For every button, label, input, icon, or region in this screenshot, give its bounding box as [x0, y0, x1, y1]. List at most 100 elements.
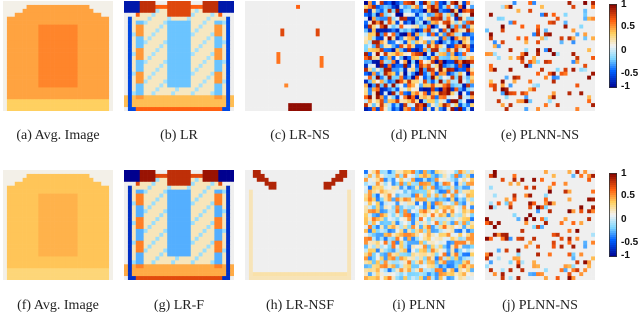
- heatmap-cell: [131, 99, 137, 104]
- heatmap-cell: [395, 79, 400, 84]
- heatmap-cell: [97, 107, 102, 111]
- heatmap-cell: [446, 99, 451, 104]
- heatmap-cell: [105, 189, 110, 194]
- heatmap-cell: [135, 193, 141, 198]
- heatmap-cell: [375, 1, 381, 6]
- heatmap-cell: [10, 83, 16, 88]
- heatmap-cell: [206, 56, 211, 61]
- heatmap-cell: [222, 59, 227, 65]
- heatmap-cell: [492, 12, 498, 18]
- heatmap-cell: [248, 32, 254, 37]
- heatmap-cell: [571, 28, 576, 33]
- heatmap-cell: [179, 36, 184, 41]
- heatmap-cell: [466, 16, 471, 21]
- heatmap-cell: [14, 173, 20, 179]
- heatmap-cell: [77, 103, 82, 108]
- heatmap-cell: [58, 177, 63, 183]
- heatmap-cell: [18, 193, 23, 198]
- heatmap-cell: [571, 20, 576, 25]
- heatmap-cell: [268, 87, 273, 92]
- heatmap-cell: [284, 44, 289, 49]
- heatmap-cell: [415, 36, 420, 41]
- heatmap-cell: [575, 56, 580, 61]
- heatmap-cell: [34, 201, 39, 206]
- heatmap-cell: [256, 8, 262, 14]
- heatmap-cell: [42, 99, 47, 104]
- heatmap-cell: [280, 24, 285, 29]
- heatmap-cell: [230, 4, 234, 10]
- heatmap-cell: [339, 52, 344, 57]
- heatmap-cell: [77, 8, 82, 14]
- heatmap-cell: [319, 63, 324, 69]
- heatmap-cell: [198, 87, 203, 92]
- heatmap-cell: [395, 8, 400, 14]
- heatmap-cell: [563, 28, 568, 33]
- heatmap-cell: [202, 177, 207, 183]
- heatmap-cell: [567, 83, 572, 88]
- heatmap-cell: [575, 87, 580, 92]
- heatmap-cell: [276, 4, 281, 10]
- heatmap-cell: [89, 197, 94, 202]
- heatmap-cell: [391, 40, 396, 45]
- heatmap-cell: [198, 32, 203, 37]
- heatmap-cell: [442, 16, 447, 21]
- heatmap-cell: [73, 264, 78, 269]
- heatmap-cell: [182, 20, 188, 25]
- heatmap-cell: [54, 99, 59, 104]
- heatmap-cell: [347, 79, 352, 84]
- heatmap-cell: [61, 221, 67, 226]
- heatmap-cell: [54, 12, 59, 18]
- heatmap-cell: [14, 99, 20, 104]
- heatmap-cell: [124, 177, 129, 183]
- heatmap-cell: [276, 1, 281, 6]
- heatmap-cell: [131, 177, 137, 183]
- heatmap-cell: [38, 28, 43, 33]
- heatmap-cell: [93, 256, 98, 261]
- heatmap-cell: [89, 189, 94, 194]
- heatmap-cell: [543, 83, 549, 88]
- heatmap-cell: [563, 56, 568, 61]
- heatmap-cell: [426, 1, 432, 6]
- heatmap-cell: [379, 75, 384, 80]
- heatmap-cell: [171, 71, 176, 76]
- heatmap-cell: [446, 1, 451, 6]
- heatmap-cell: [222, 177, 227, 183]
- heatmap-cell: [30, 189, 35, 194]
- heatmap-cell: [264, 79, 269, 84]
- heatmap-cell: [155, 91, 160, 96]
- heatmap-cell: [73, 221, 78, 226]
- heatmap-cell: [591, 28, 595, 33]
- heatmap-cell: [101, 36, 106, 41]
- heatmap-cell: [167, 8, 172, 14]
- heatmap-cell: [399, 32, 404, 37]
- heatmap-cell: [335, 48, 340, 53]
- heatmap-cell: [532, 103, 537, 108]
- heatmap-cell: [210, 83, 215, 88]
- heatmap-cell: [77, 16, 82, 21]
- heatmap-cell: [559, 67, 564, 73]
- heatmap-cell: [226, 40, 231, 45]
- heatmap-cell: [347, 59, 352, 65]
- colorbar-segment: [609, 72, 617, 75]
- heatmap-cell: [532, 79, 537, 84]
- heatmap-cell: [256, 12, 262, 18]
- heatmap-cell: [93, 48, 98, 53]
- heatmap-cell: [323, 91, 328, 96]
- heatmap-cell: [34, 40, 39, 45]
- heatmap-cell: [315, 91, 320, 96]
- heatmap-cell: [38, 170, 43, 175]
- heatmap-cell: [335, 16, 340, 21]
- heatmap-cell: [109, 264, 113, 269]
- heatmap-cell: [226, 24, 231, 29]
- heatmap-cell: [6, 236, 12, 242]
- heatmap-cell: [307, 79, 313, 84]
- heatmap-cell: [190, 67, 196, 73]
- heatmap-cell: [202, 24, 207, 29]
- heatmap-cell: [210, 59, 215, 65]
- heatmap-cell: [395, 56, 400, 61]
- heatmap-cell: [248, 24, 254, 29]
- heatmap-cell: [46, 185, 51, 190]
- heatmap-cell: [307, 4, 313, 10]
- heatmap-cell: [492, 20, 498, 25]
- heatmap-cell: [222, 79, 227, 84]
